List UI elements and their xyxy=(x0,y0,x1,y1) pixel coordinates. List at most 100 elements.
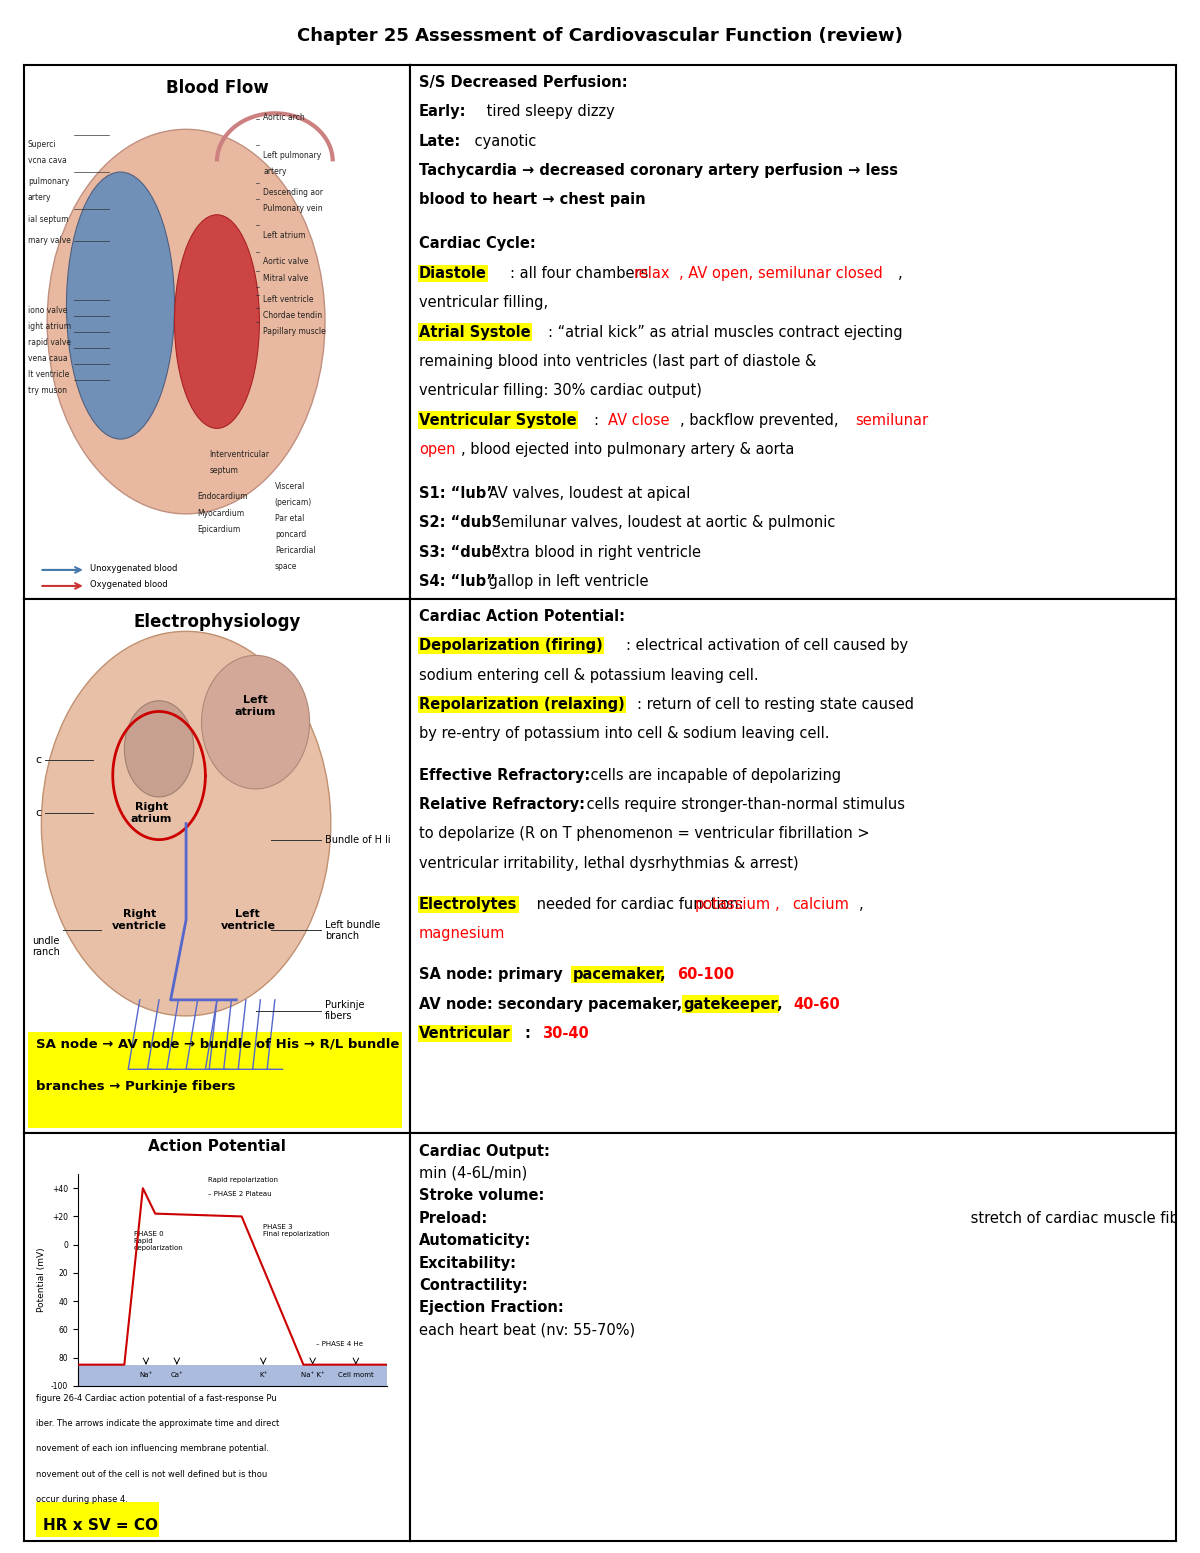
Text: Right
ventricle: Right ventricle xyxy=(113,909,167,930)
Text: Automaticity:: Automaticity: xyxy=(419,1233,532,1249)
Text: SA node: primary: SA node: primary xyxy=(419,968,568,983)
Ellipse shape xyxy=(174,214,259,429)
Text: open: open xyxy=(419,443,456,457)
Text: Left bundle
branch: Left bundle branch xyxy=(325,919,380,941)
Text: S1: “lub”: S1: “lub” xyxy=(419,486,496,502)
Text: Effective Refractory:: Effective Refractory: xyxy=(419,767,590,783)
Text: c: c xyxy=(36,755,42,764)
Text: novement of each ion influencing membrane potential.: novement of each ion influencing membran… xyxy=(36,1444,269,1454)
Text: , blood ejected into pulmonary artery & aorta: , blood ejected into pulmonary artery & … xyxy=(461,443,794,457)
Text: Blood Flow: Blood Flow xyxy=(166,79,269,96)
Text: Chordae tendin: Chordae tendin xyxy=(263,311,323,320)
Text: undle
ranch: undle ranch xyxy=(31,936,60,957)
Text: 40-60: 40-60 xyxy=(793,997,840,1011)
Text: Left
atrium: Left atrium xyxy=(235,696,276,717)
Text: HR x SV = CO: HR x SV = CO xyxy=(43,1519,158,1533)
Ellipse shape xyxy=(202,655,310,789)
Text: SA node → AV node → bundle of His → R/L bundle: SA node → AV node → bundle of His → R/L … xyxy=(36,1037,398,1050)
Text: Excitability:: Excitability: xyxy=(419,1255,517,1270)
Text: : “atrial kick” as atrial muscles contract ejecting: : “atrial kick” as atrial muscles contra… xyxy=(548,325,902,340)
Text: ,: , xyxy=(898,266,902,281)
Text: vena caua: vena caua xyxy=(28,354,67,363)
Text: : electrical activation of cell caused by: : electrical activation of cell caused b… xyxy=(626,638,908,654)
Text: Left pulmonary: Left pulmonary xyxy=(263,151,322,160)
Text: semilunar closed: semilunar closed xyxy=(757,266,882,281)
Text: gallop in left ventricle: gallop in left ventricle xyxy=(485,575,649,589)
Text: Interventricular: Interventricular xyxy=(209,450,269,458)
Text: blood to heart → chest pain: blood to heart → chest pain xyxy=(419,193,646,208)
Text: c: c xyxy=(36,808,42,818)
Text: S4: “lub”: S4: “lub” xyxy=(419,575,496,589)
Text: septum: septum xyxy=(209,466,238,475)
Text: ventricular filling: 30% cardiac output): ventricular filling: 30% cardiac output) xyxy=(419,384,702,398)
Text: magnesium: magnesium xyxy=(419,926,505,941)
Text: occur during phase 4.: occur during phase 4. xyxy=(36,1496,127,1503)
Text: Cardiac Cycle:: Cardiac Cycle: xyxy=(419,236,536,252)
Text: poncard: poncard xyxy=(275,530,306,539)
Text: S/S Decreased Perfusion:: S/S Decreased Perfusion: xyxy=(419,75,628,90)
Text: Tachycardia → decreased coronary artery perfusion → less: Tachycardia → decreased coronary artery … xyxy=(419,163,898,179)
Text: AV valves, loudest at apical: AV valves, loudest at apical xyxy=(485,486,691,502)
Text: Cardiac Output:: Cardiac Output: xyxy=(419,1143,550,1159)
Text: Superci: Superci xyxy=(28,140,56,149)
Text: Purkinje
fibers: Purkinje fibers xyxy=(325,1000,365,1022)
Text: potassium: potassium xyxy=(695,896,772,912)
Text: cyanotic: cyanotic xyxy=(469,134,536,149)
Text: S2: “dub”: S2: “dub” xyxy=(419,516,502,531)
Text: (pericam): (pericam) xyxy=(275,499,312,506)
Text: AV close: AV close xyxy=(607,413,670,427)
Text: Cardiac Action Potential:: Cardiac Action Potential: xyxy=(419,609,625,624)
Text: Repolarization (relaxing): Repolarization (relaxing) xyxy=(419,697,625,711)
Text: Par etal: Par etal xyxy=(275,514,305,523)
Text: 30-40: 30-40 xyxy=(541,1027,588,1041)
Text: novement out of the cell is not well defined but is thou: novement out of the cell is not well def… xyxy=(36,1469,266,1478)
Text: lt ventricle: lt ventricle xyxy=(28,370,70,379)
Text: Chapter 25 Assessment of Cardiovascular Function (review): Chapter 25 Assessment of Cardiovascular … xyxy=(298,26,902,45)
Text: pulmonary: pulmonary xyxy=(28,177,70,186)
Text: iber. The arrows indicate the approximate time and direct: iber. The arrows indicate the approximat… xyxy=(36,1419,278,1429)
Text: Diastole: Diastole xyxy=(419,266,487,281)
Text: artery: artery xyxy=(28,194,52,202)
Text: Aortic valve: Aortic valve xyxy=(263,258,308,267)
Text: :: : xyxy=(524,1027,536,1041)
Text: Depolarization (firing): Depolarization (firing) xyxy=(419,638,602,654)
Text: S3: “dub”: S3: “dub” xyxy=(419,545,502,559)
Text: Left atrium: Left atrium xyxy=(263,231,306,239)
Ellipse shape xyxy=(125,700,194,797)
Text: Pericardial: Pericardial xyxy=(275,547,316,554)
Text: Left ventricle: Left ventricle xyxy=(263,295,313,304)
Text: Mitral valve: Mitral valve xyxy=(263,273,308,283)
Text: iono valve: iono valve xyxy=(28,306,67,315)
Text: rapid valve: rapid valve xyxy=(28,337,71,346)
Text: calcium: calcium xyxy=(792,896,850,912)
Text: Pulmonary vein: Pulmonary vein xyxy=(263,203,323,213)
Text: cells are incapable of depolarizing: cells are incapable of depolarizing xyxy=(586,767,841,783)
Text: space: space xyxy=(275,562,298,572)
Text: cells require stronger-than-normal stimulus: cells require stronger-than-normal stimu… xyxy=(582,797,905,812)
Text: relax: relax xyxy=(634,266,670,281)
Text: semilunar: semilunar xyxy=(856,413,928,427)
Text: Bundle of H li: Bundle of H li xyxy=(325,834,391,845)
Text: Ventricular Systole: Ventricular Systole xyxy=(419,413,577,427)
Text: needed for cardiac function:: needed for cardiac function: xyxy=(533,896,749,912)
Text: ,: , xyxy=(776,997,787,1011)
Text: , AV open,: , AV open, xyxy=(679,266,757,281)
Text: Atrial Systole: Atrial Systole xyxy=(419,325,530,340)
Text: ight atrium: ight atrium xyxy=(28,321,71,331)
Text: Ventricular: Ventricular xyxy=(419,1027,511,1041)
Text: Late:: Late: xyxy=(419,134,461,149)
Text: Left
ventricle: Left ventricle xyxy=(221,909,275,930)
Text: ial septum: ial septum xyxy=(28,214,68,224)
Text: Action Potential: Action Potential xyxy=(148,1140,286,1154)
FancyBboxPatch shape xyxy=(36,1502,160,1536)
Text: AV node: secondary pacemaker,: AV node: secondary pacemaker, xyxy=(419,997,688,1011)
Text: gatekeeper: gatekeeper xyxy=(684,997,778,1011)
Text: tired sleepy dizzy: tired sleepy dizzy xyxy=(482,104,614,120)
Text: Electrolytes: Electrolytes xyxy=(419,896,517,912)
Ellipse shape xyxy=(41,632,331,1016)
Text: Aortic arch: Aortic arch xyxy=(263,113,305,123)
Text: try muson: try muson xyxy=(28,385,67,394)
Text: Unoxygenated blood: Unoxygenated blood xyxy=(90,564,176,573)
Text: min (4-6L/min): min (4-6L/min) xyxy=(419,1166,527,1180)
Text: stretch of cardiac muscle fibers, filling ventricles: stretch of cardiac muscle fibers, fillin… xyxy=(966,1211,1200,1225)
